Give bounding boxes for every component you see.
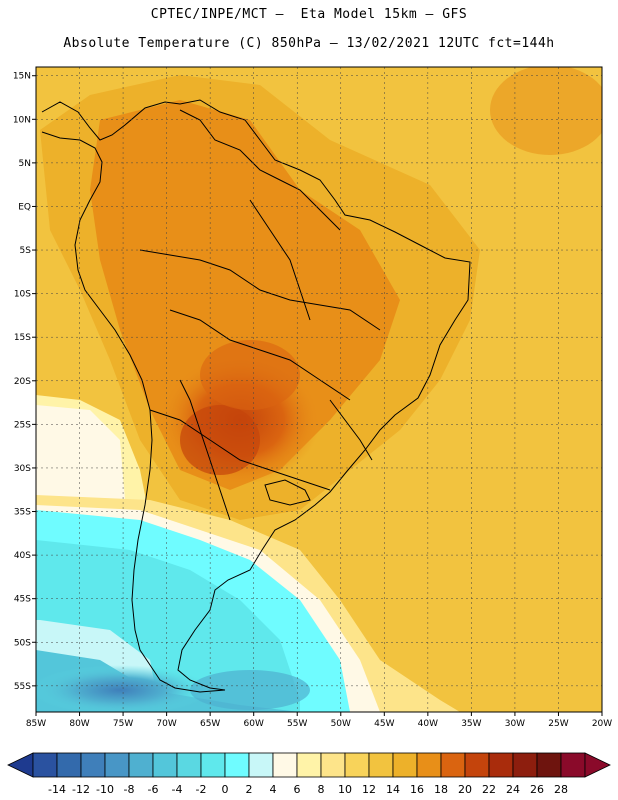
lon-label: 55W [287, 719, 307, 729]
lat-label: 55S [14, 682, 31, 692]
colorbar-label: -8 [124, 783, 135, 796]
colorbar-label: 22 [482, 783, 496, 796]
colorbar-cell [248, 752, 274, 778]
colorbar-label: 16 [410, 783, 424, 796]
colorbar-min-arrow [7, 752, 34, 778]
colorbar [7, 752, 611, 778]
map-title-line1: CPTEC/INPE/MCT – Eta Model 15km – GFS [150, 7, 468, 22]
lon-label: 20W [592, 719, 612, 729]
colorbar-cell [392, 752, 418, 778]
coastline-borders [41, 99, 471, 693]
latitude-labels: 15N 10N 5N EQ 5S 10S 15S 20S 25S 30S 35S 40S 45S 50S 5… [13, 72, 36, 692]
lat-label: 45S [14, 595, 31, 605]
colorbar-cell [296, 752, 322, 778]
colorbar-cell [104, 752, 130, 778]
lon-label: 70W [156, 719, 176, 729]
lon-label: 30W [505, 719, 525, 729]
lat-label: 50S [14, 638, 31, 648]
lat-label: 10S [14, 290, 31, 300]
colorbar-label: 28 [554, 783, 568, 796]
lat-label: 35S [14, 508, 31, 518]
colorbar-label: 26 [530, 783, 544, 796]
lon-label: 40W [418, 719, 438, 729]
colorbar-label: 6 [294, 783, 301, 796]
lon-label: 60W [244, 719, 264, 729]
colorbar-label: 20 [458, 783, 472, 796]
map-frame [35, 66, 603, 713]
colorbar-cell [152, 752, 178, 778]
colorbar-cell [560, 752, 586, 778]
colorbar-cell [368, 752, 394, 778]
lat-label: 20S [14, 377, 31, 387]
lat-label: 5S [20, 246, 32, 256]
lat-label: 15S [14, 333, 31, 343]
colorbar-label: -12 [72, 783, 90, 796]
colorbar-cell [320, 752, 346, 778]
lon-label: 80W [69, 719, 89, 729]
lon-label: 45W [374, 719, 394, 729]
colorbar-label: -10 [96, 783, 114, 796]
colorbar-label: 14 [386, 783, 400, 796]
colorbar-max-arrow [584, 752, 611, 778]
colorbar-label: 4 [270, 783, 277, 796]
temperature-field [36, 67, 602, 712]
lon-label: 65W [200, 719, 220, 729]
colorbar-cell [200, 752, 226, 778]
colorbar-cell [224, 752, 250, 778]
colorbar-label: 24 [506, 783, 520, 796]
colorbar-label: -6 [148, 783, 159, 796]
colorbar-label: 0 [222, 783, 229, 796]
map-title-line2: Absolute Temperature (C) 850hPa – 13/02/… [63, 36, 555, 51]
grid-lines [35, 67, 603, 712]
lon-label: 85W [26, 719, 46, 729]
colorbar-cell [536, 752, 562, 778]
lat-label: 30S [14, 464, 31, 474]
colorbar-cell [440, 752, 466, 778]
colorbar-label: 10 [338, 783, 352, 796]
colorbar-cell [272, 752, 298, 778]
colorbar-cell [416, 752, 442, 778]
lon-label: 35W [461, 719, 481, 729]
colorbar-cell [512, 752, 538, 778]
lon-label: 25W [548, 719, 568, 729]
colorbar-label: 8 [318, 783, 325, 796]
colorbar-labels: -14 -12 -10 -8 -6 -4 -2 0 2 4 6 8 10 12 14 16 18 20 22 24 26… [48, 783, 568, 796]
lon-label: 75W [113, 719, 133, 729]
colorbar-cell [80, 752, 106, 778]
lon-label: 50W [331, 719, 351, 729]
lat-label: 5N [19, 159, 31, 169]
colorbar-label: 18 [434, 783, 448, 796]
colorbar-cell [176, 752, 202, 778]
colorbar-cell [344, 752, 370, 778]
colorbar-cell [128, 752, 154, 778]
colorbar-label: 2 [246, 783, 253, 796]
lat-label: 40S [14, 551, 31, 561]
lat-label: 25S [14, 420, 31, 430]
colorbar-cell [464, 752, 490, 778]
colorbar-label: -2 [196, 783, 207, 796]
colorbar-label: 12 [362, 783, 376, 796]
lat-label: EQ [18, 202, 31, 212]
colorbar-label: -4 [172, 783, 183, 796]
colorbar-cell [56, 752, 82, 778]
colorbar-cell [32, 752, 58, 778]
longitude-labels: 85W 80W 75W 70W 65W 60W 55W 50W 45W 40W 35W 30W 25W 2… [26, 712, 612, 729]
lat-label: 10N [13, 115, 31, 125]
colorbar-label: -14 [48, 783, 66, 796]
lat-label: 15N [13, 72, 31, 82]
colorbar-cell [488, 752, 514, 778]
